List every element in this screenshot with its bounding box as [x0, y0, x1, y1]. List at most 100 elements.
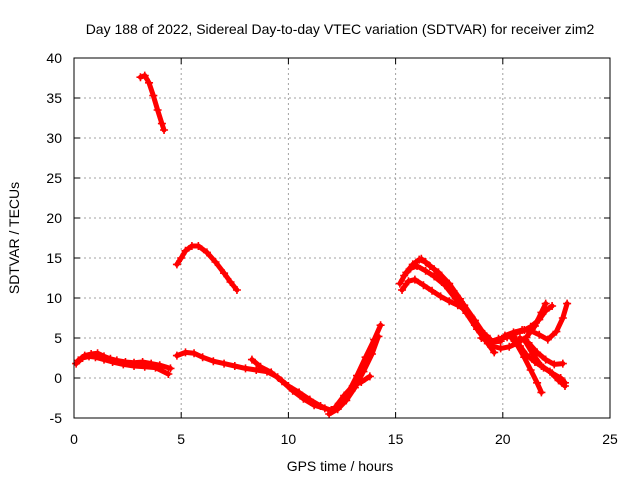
- data-point-marker: [226, 278, 235, 286]
- data-point-marker: [526, 366, 535, 374]
- x-axis-label: GPS time / hours: [287, 458, 394, 474]
- y-tick-label: -5: [50, 410, 63, 426]
- data-point-marker: [417, 254, 426, 263]
- series-trace: [174, 349, 334, 414]
- data-point-marker: [421, 266, 430, 275]
- data-point-marker: [220, 359, 229, 368]
- data-point-marker: [494, 334, 503, 343]
- data-point-marker: [515, 342, 524, 350]
- data-point-marker: [541, 299, 550, 308]
- data-point-marker: [535, 315, 544, 324]
- data-point-marker: [149, 91, 158, 100]
- y-axis-label: SDTVAR / TECUs: [6, 182, 22, 294]
- data-point-marker: [160, 126, 169, 134]
- data-point-marker: [404, 277, 413, 286]
- y-tick-label: 30: [46, 130, 62, 146]
- data-point-marker: [340, 391, 349, 400]
- data-point-marker: [140, 71, 149, 80]
- y-tick-label: 20: [46, 210, 62, 226]
- data-point-marker: [526, 326, 535, 335]
- data-point-marker: [331, 402, 340, 411]
- data-point-marker: [466, 311, 475, 320]
- data-point-marker: [232, 286, 241, 294]
- data-point-marker: [181, 246, 190, 255]
- data-point-marker: [543, 335, 552, 344]
- data-point-marker: [490, 348, 499, 357]
- data-point-marker: [560, 382, 569, 390]
- data-point-marker: [359, 367, 368, 376]
- data-point-marker: [198, 353, 207, 362]
- data-point-marker: [288, 386, 297, 395]
- data-point-marker: [425, 262, 434, 270]
- x-tick-label: 15: [388, 431, 404, 447]
- data-point-marker: [455, 294, 464, 303]
- data-point-marker: [558, 314, 567, 322]
- data-point-marker: [357, 378, 366, 386]
- data-point-marker: [164, 370, 173, 378]
- data-point-marker: [299, 394, 308, 403]
- data-point-marker: [528, 350, 537, 358]
- data-point-marker: [545, 367, 554, 376]
- x-tick-label: 10: [281, 431, 297, 447]
- data-point-marker: [100, 355, 109, 364]
- y-tick-label: 35: [46, 90, 62, 106]
- data-point-marker: [541, 355, 550, 364]
- series-trace: [174, 243, 240, 293]
- x-tick-label: 0: [70, 431, 78, 447]
- y-tick-label: 25: [46, 170, 62, 186]
- x-tick-label: 5: [177, 431, 185, 447]
- data-point-marker: [202, 248, 211, 257]
- data-point-marker: [277, 377, 286, 386]
- data-point-marker: [181, 348, 190, 357]
- data-point-marker: [241, 364, 250, 373]
- data-point-marker: [548, 302, 557, 310]
- data-point-marker: [140, 362, 149, 371]
- data-point-marker: [247, 355, 256, 364]
- data-point-marker: [376, 321, 385, 330]
- data-point-marker: [172, 351, 181, 360]
- series-track-1: [136, 71, 169, 134]
- data-point-marker: [91, 353, 100, 362]
- data-point-marker: [220, 269, 229, 278]
- data-point-marker: [533, 378, 542, 387]
- series-track-20: [520, 335, 569, 390]
- data-point-marker: [563, 299, 572, 308]
- data-point-marker: [194, 242, 203, 250]
- data-point-marker: [537, 362, 546, 370]
- data-point-marker: [477, 334, 486, 342]
- data-point-marker: [398, 286, 407, 294]
- data-point-marker: [445, 279, 454, 288]
- x-tick-label: 20: [495, 431, 511, 447]
- grid-lines: [74, 58, 610, 418]
- data-point-marker: [190, 349, 199, 358]
- data-point-marker: [395, 279, 404, 288]
- data-point-marker: [400, 271, 409, 280]
- data-point-marker: [500, 331, 509, 340]
- data-point-marker: [410, 275, 419, 284]
- data-point-marker: [368, 350, 377, 358]
- series-track-2: [172, 242, 241, 294]
- data-point-marker: [342, 396, 351, 405]
- data-point-marker: [419, 281, 428, 290]
- y-tick-label: 40: [46, 50, 62, 66]
- data-point-marker: [428, 286, 437, 295]
- data-point-marker: [72, 359, 81, 368]
- x-tick-label: 25: [602, 431, 618, 447]
- data-point-marker: [541, 306, 550, 315]
- series-trace: [521, 337, 568, 389]
- data-point-marker: [436, 292, 445, 301]
- chart-title: Day 188 of 2022, Sidereal Day-to-day VTE…: [86, 21, 595, 37]
- data-point-marker: [552, 327, 561, 336]
- data-point-marker: [496, 344, 505, 353]
- data-point-marker: [325, 410, 334, 418]
- data-point-marker: [85, 352, 94, 361]
- data-point-marker: [177, 254, 186, 262]
- data-point-marker: [211, 258, 220, 266]
- data-point-marker: [119, 360, 128, 369]
- data-point-marker: [406, 264, 415, 273]
- data-point-marker: [78, 354, 87, 362]
- data-point-marker: [365, 372, 374, 381]
- data-point-marker: [374, 332, 383, 341]
- data-point-marker: [209, 357, 218, 366]
